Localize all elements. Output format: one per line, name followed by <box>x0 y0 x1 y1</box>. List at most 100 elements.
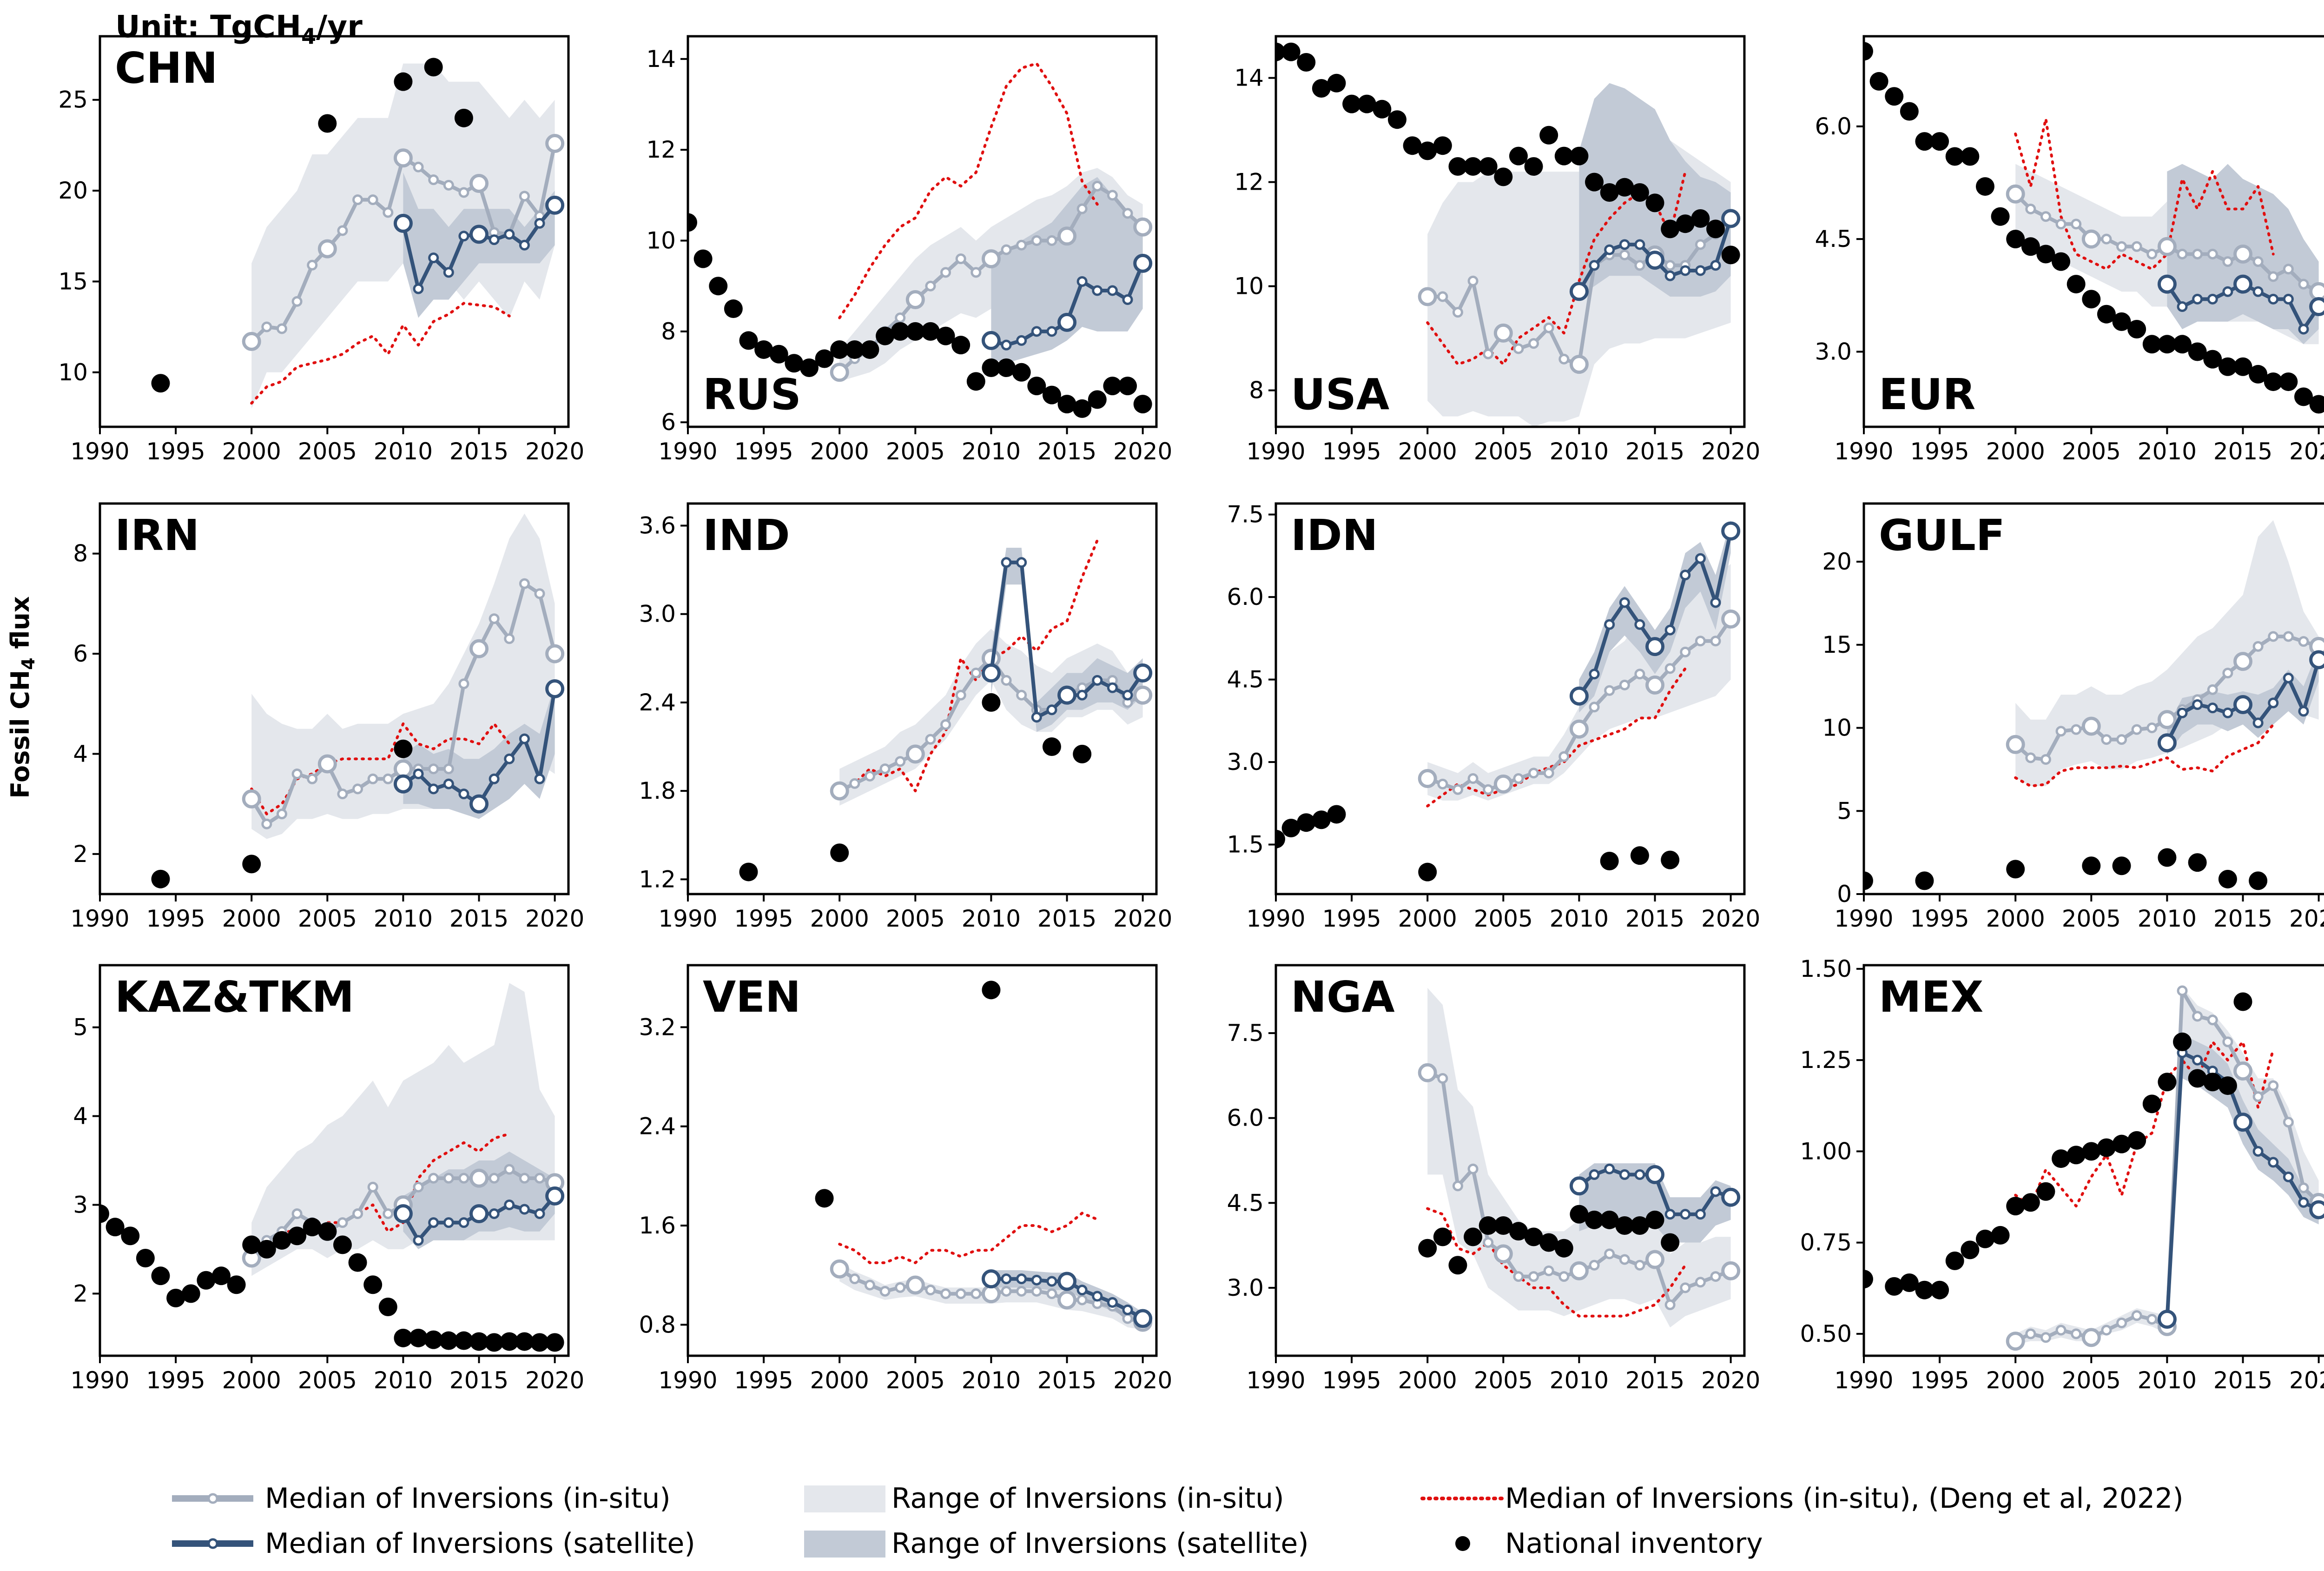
inventory-point <box>693 249 713 268</box>
insitu-median-point <box>291 1208 303 1220</box>
insitu-median-point <box>1619 1254 1630 1265</box>
sat-median-point <box>1710 1186 1721 1197</box>
inventory-point <box>1691 209 1710 228</box>
inventory-point <box>1073 744 1092 763</box>
x-tick-label: 1990 <box>70 438 129 465</box>
insitu-median-point <box>1001 1286 1012 1297</box>
insitu-median-point <box>1076 203 1088 214</box>
inventory-point <box>318 1222 337 1241</box>
sat-median-point <box>1680 570 1691 581</box>
inventory-point <box>1524 1227 1543 1246</box>
y-tick-label: 0.75 <box>1800 1229 1852 1256</box>
insitu-median-point <box>2040 1332 2051 1343</box>
inventory-point <box>1975 177 1994 196</box>
insitu-median-point <box>1664 663 1676 674</box>
sat-median-point <box>504 1199 515 1210</box>
y-tick-label: 15 <box>58 268 88 295</box>
deng-median-line <box>1426 1207 1687 1318</box>
inventory-point <box>845 340 864 359</box>
inventory-point <box>257 1240 276 1259</box>
inventory-point <box>2173 335 2192 354</box>
x-tick-label: 1995 <box>1910 905 1969 932</box>
sat-median-point <box>2283 1171 2294 1182</box>
inventory-point <box>2112 856 2131 875</box>
insitu-median-point <box>1122 208 1133 219</box>
sat-median-point <box>1076 1285 1088 1296</box>
sat-median-point <box>2177 707 2188 718</box>
inventory-point <box>891 322 910 341</box>
sat-median-point <box>534 1208 545 1220</box>
inventory-point <box>121 1226 140 1246</box>
inventory-point <box>1297 813 1316 832</box>
inventory-point <box>724 299 743 318</box>
sat-median-point <box>2157 1309 2177 1329</box>
sat-median-point <box>1092 675 1103 686</box>
insitu-median-point <box>469 1168 489 1188</box>
insitu-median-point <box>1589 702 1600 713</box>
y-axis-label: Fossil CH4 flux <box>6 596 39 798</box>
insitu-median-point <box>925 1285 936 1296</box>
sat-median-point <box>1695 1209 1706 1220</box>
insitu-median-point <box>2025 752 2036 763</box>
x-tick-label: 2015 <box>449 1367 508 1394</box>
insitu-median-point <box>367 194 378 205</box>
insitu-median-point <box>519 1173 530 1184</box>
insitu-median-point <box>1569 355 1589 374</box>
inventory-point <box>951 336 971 355</box>
sat-median-point <box>469 794 489 814</box>
insitu-median-point <box>443 763 454 775</box>
deng-median-line <box>2014 723 2275 788</box>
legend-sat-median-label: Median of Inversions (satellite) <box>265 1527 695 1560</box>
sat-range-band <box>1579 1163 1731 1243</box>
insitu-median-point <box>955 253 966 265</box>
y-tick-label: 1.2 <box>639 866 676 893</box>
inventory-point <box>739 862 758 882</box>
x-tick-label: 2020 <box>1113 438 1172 465</box>
x-tick-label: 1990 <box>70 905 129 932</box>
insitu-median-point <box>2081 229 2101 249</box>
inventory-point <box>2249 365 2268 384</box>
axes-frame <box>99 502 570 895</box>
insitu-median-point <box>955 689 966 701</box>
insitu-median-point <box>971 267 982 278</box>
inventory-point <box>2173 1032 2192 1051</box>
sat-median-point <box>2222 286 2233 297</box>
insitu-median-point <box>2131 1310 2142 1321</box>
insitu-median-point <box>504 1164 515 1175</box>
x-tick-label: 2010 <box>1550 905 1609 932</box>
inventory-point <box>1133 395 1152 414</box>
sat-median-point <box>545 679 565 698</box>
inventory-point <box>1509 1222 1528 1241</box>
sat-median-point <box>534 773 545 784</box>
insitu-median-point <box>2268 271 2279 282</box>
x-tick-label: 2000 <box>1986 905 2045 932</box>
inventory-point <box>515 1332 534 1351</box>
sat-median-point <box>1619 239 1630 250</box>
inventory-point <box>906 322 925 341</box>
x-tick-label: 2015 <box>1037 1367 1096 1394</box>
y-tick-label: 6.0 <box>1227 1105 1264 1132</box>
panel-title: CHN <box>115 43 218 93</box>
insitu-median-point <box>2040 211 2051 222</box>
insitu-median-point <box>1569 719 1589 739</box>
x-tick-label: 1995 <box>734 905 793 932</box>
sat-median-point <box>2268 1157 2279 1168</box>
inventory-point <box>1961 1240 1980 1259</box>
x-tick-label: 2015 <box>1625 1367 1684 1394</box>
sat-median-point <box>1057 312 1077 332</box>
insitu-median-point <box>1619 249 1630 260</box>
y-tick-label: 10 <box>58 359 88 386</box>
sat-median-point <box>1016 557 1027 568</box>
insitu-median-point <box>1680 646 1691 657</box>
insitu-median-point <box>1057 226 1077 246</box>
insitu-median-point <box>2157 237 2177 256</box>
x-tick-label: 1995 <box>1322 438 1381 465</box>
sat-median-point <box>2233 695 2253 715</box>
plot-area <box>151 58 565 409</box>
insitu-median-point <box>1452 784 1463 795</box>
insitu-median-point <box>2298 1182 2309 1193</box>
insitu-median-point <box>1645 1250 1665 1269</box>
y-tick-label: 6 <box>73 640 88 667</box>
sat-median-point <box>2309 650 2324 669</box>
x-tick-label: 2000 <box>222 438 281 465</box>
